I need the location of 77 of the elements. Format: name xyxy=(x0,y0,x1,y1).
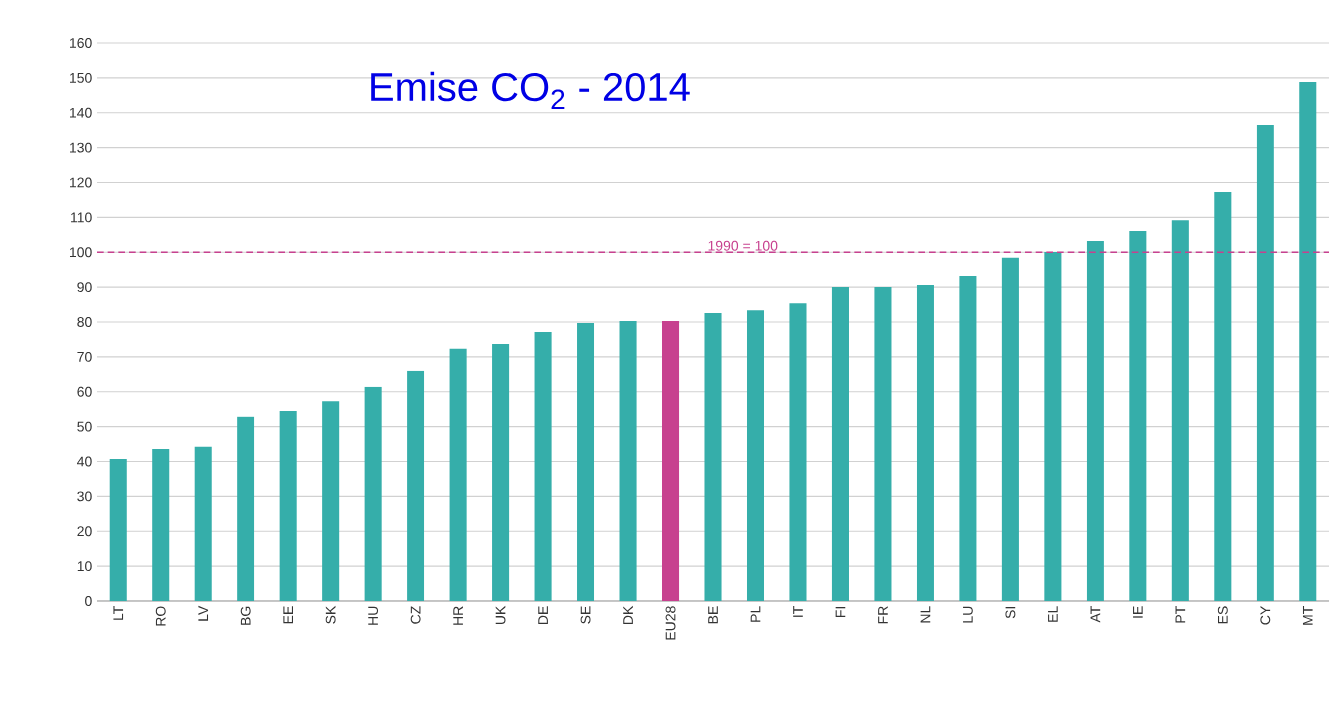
x-tick-label: MT xyxy=(1302,606,1313,625)
x-tick-label: SE xyxy=(580,606,591,624)
x-tick-label: EL xyxy=(1048,606,1058,622)
bar xyxy=(1214,191,1232,601)
bar xyxy=(1171,220,1189,601)
y-tick-label: 90 xyxy=(77,282,92,293)
x-tick-label: LT xyxy=(113,606,124,620)
ref-line-label: 1990 = 100 xyxy=(708,240,778,251)
y-tick-label: 20 xyxy=(77,526,92,537)
y-tick-label: 100 xyxy=(70,247,92,258)
y-tick-label: 60 xyxy=(77,386,92,397)
bar xyxy=(194,446,212,601)
x-tick-label: NL xyxy=(920,606,931,623)
x-tick-label: UK xyxy=(495,605,506,625)
bar xyxy=(364,386,382,601)
x-tick-label: EU28 xyxy=(665,606,676,640)
bar xyxy=(662,320,680,601)
x-tick-label: EE xyxy=(283,606,293,624)
bar xyxy=(874,287,892,601)
bar xyxy=(1086,241,1104,601)
bar xyxy=(534,332,552,601)
x-tick-label: IT xyxy=(793,606,803,617)
bar xyxy=(704,312,722,601)
y-tick-label: 30 xyxy=(77,491,92,502)
bar xyxy=(449,348,467,601)
bar xyxy=(279,410,297,601)
bar xyxy=(152,448,170,601)
bar xyxy=(492,343,510,601)
x-tick-label: PT xyxy=(1175,606,1186,623)
bar xyxy=(1044,251,1062,601)
y-tick-label: 10 xyxy=(77,561,92,572)
bar xyxy=(1256,124,1274,601)
x-tick-label: LV xyxy=(198,605,209,621)
x-tick-label: BE xyxy=(708,606,718,624)
y-tick-label: 120 xyxy=(70,177,92,188)
bar xyxy=(789,303,807,601)
x-tick-label: SI xyxy=(1005,607,1016,619)
bar xyxy=(322,401,340,601)
x-tick-label: SK xyxy=(325,605,336,624)
x-tick-label: IE xyxy=(1133,606,1143,618)
bar xyxy=(577,323,595,601)
bar xyxy=(1001,257,1019,601)
bar xyxy=(746,310,765,601)
x-tick-label: FI xyxy=(835,607,846,617)
y-tick-label: 130 xyxy=(70,142,92,153)
x-tick-label: CZ xyxy=(410,606,421,624)
bar xyxy=(831,287,849,601)
x-tick-label: FR xyxy=(878,606,888,624)
y-tick-label: 110 xyxy=(71,212,92,223)
x-tick-label: ES xyxy=(1217,606,1228,624)
bar xyxy=(1129,230,1147,601)
x-tick-label: BG xyxy=(240,606,251,625)
x-tick-label: RO xyxy=(155,606,166,626)
y-tick-label: 80 xyxy=(77,317,92,327)
y-tick-label: 70 xyxy=(77,351,92,362)
x-tick-label: DE xyxy=(538,606,548,625)
text: Emise CO$_{2}$ - 2014 xyxy=(371,71,690,109)
x-tick-label: CY xyxy=(1260,606,1271,625)
x-tick-label: PL xyxy=(750,606,761,622)
y-tick-label: 40 xyxy=(77,456,92,467)
x-tick-label: HU xyxy=(368,606,379,625)
x-tick-label: DK xyxy=(623,605,633,625)
y-tick-label: 140 xyxy=(70,107,92,118)
x-tick-label: HR xyxy=(453,606,463,625)
bar xyxy=(1299,82,1317,601)
y-tick-label: 0 xyxy=(85,596,92,606)
bar xyxy=(407,370,425,601)
y-tick-label: 50 xyxy=(77,421,92,432)
bar xyxy=(109,459,127,601)
bar xyxy=(619,320,637,601)
y-tick-label: 160 xyxy=(70,38,92,48)
bar xyxy=(237,416,255,601)
x-tick-label: AT xyxy=(1090,606,1101,623)
y-tick-label: 150 xyxy=(70,72,92,83)
bar xyxy=(916,285,934,601)
bar xyxy=(959,275,977,601)
x-tick-label: LU xyxy=(963,606,973,623)
